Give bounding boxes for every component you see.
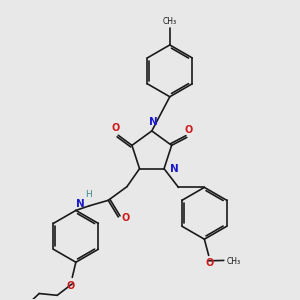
Text: O: O	[205, 258, 214, 268]
Text: O: O	[121, 213, 129, 223]
Text: CH₃: CH₃	[163, 17, 177, 26]
Text: N: N	[149, 117, 158, 127]
Text: N: N	[76, 199, 85, 209]
Text: O: O	[185, 125, 193, 135]
Text: O: O	[112, 123, 120, 133]
Text: H: H	[85, 190, 92, 199]
Text: O: O	[67, 281, 75, 291]
Text: CH₃: CH₃	[227, 256, 241, 266]
Text: N: N	[170, 164, 178, 174]
